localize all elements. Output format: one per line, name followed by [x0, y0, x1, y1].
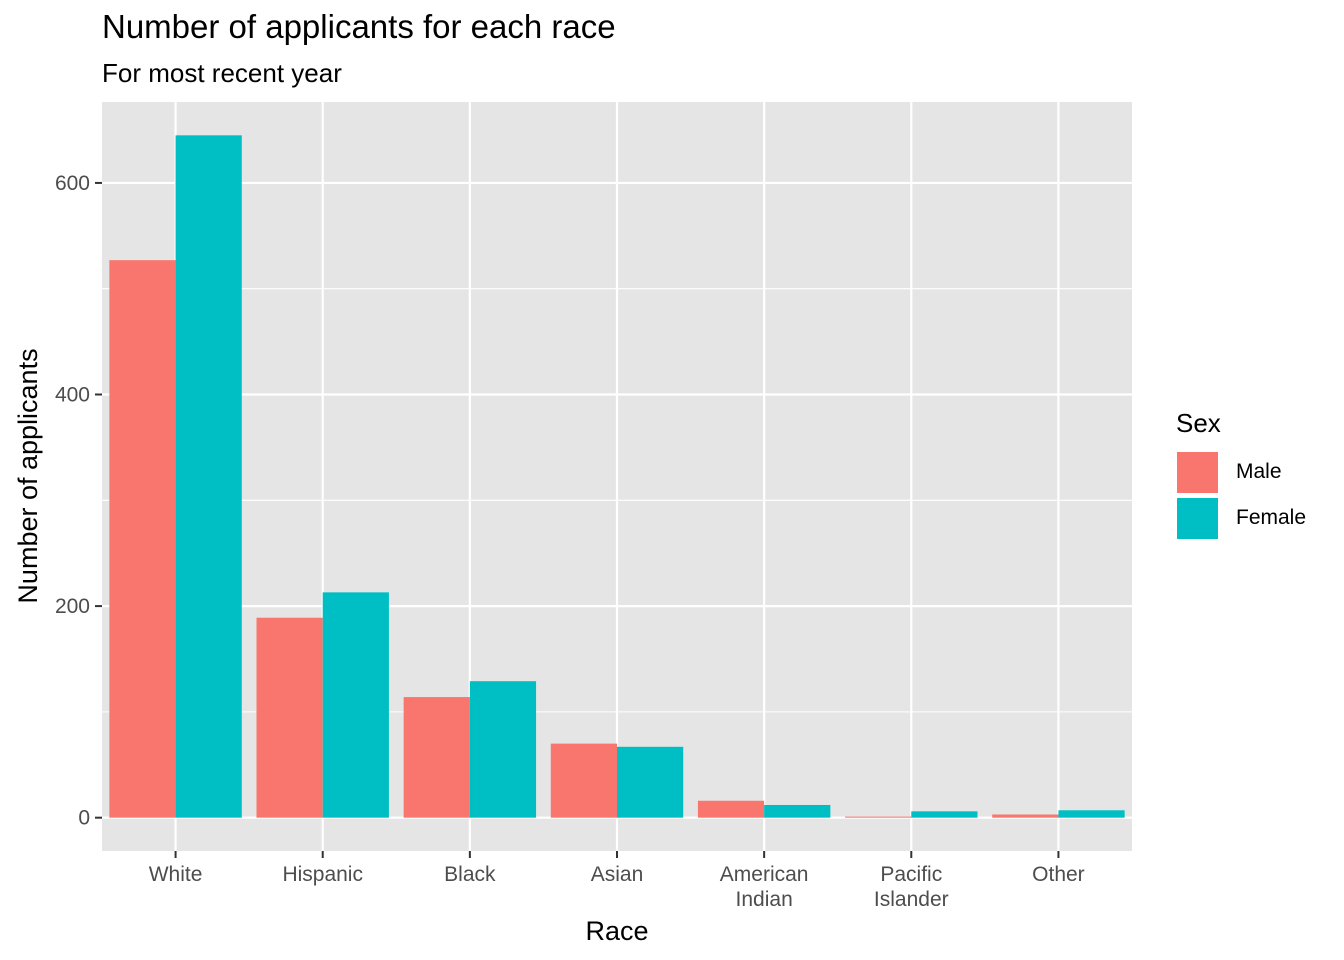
- bar-female: [322, 592, 389, 818]
- chart-title: Number of applicants for each race: [102, 8, 616, 45]
- bar-male: [256, 617, 323, 818]
- bar-male: [550, 743, 617, 818]
- bar-female: [1058, 810, 1125, 818]
- y-tick-label: 400: [55, 384, 90, 407]
- legend: Sex Male Female: [1176, 408, 1306, 541]
- bar-female: [469, 681, 537, 818]
- y-axis-title: Number of applicants: [13, 348, 43, 603]
- legend-item-female: Female: [1176, 495, 1306, 541]
- bar-female: [764, 804, 831, 818]
- x-tick-label: Black: [444, 863, 496, 886]
- x-tick-label: White: [149, 863, 203, 886]
- bar-female: [175, 135, 242, 818]
- legend-label-female: Female: [1236, 506, 1307, 529]
- bar-male: [992, 814, 1059, 818]
- x-tick-label: Pacific: [880, 863, 942, 886]
- y-tick-label: 200: [55, 595, 90, 618]
- x-tick-label: American: [720, 863, 809, 886]
- y-tick-label: 0: [78, 807, 90, 830]
- bars: [109, 135, 1125, 818]
- x-tick-label: Hispanic: [282, 863, 363, 886]
- legend-swatch-male: [1176, 450, 1219, 494]
- y-axis-ticks: 0 200 400 600: [55, 172, 102, 830]
- legend-swatch-female: [1176, 496, 1219, 540]
- bar-female: [911, 811, 978, 818]
- x-tick-label: Islander: [874, 888, 949, 911]
- bar-male: [697, 800, 765, 818]
- x-tick-label: Other: [1032, 863, 1085, 886]
- x-tick-label: Asian: [591, 863, 644, 886]
- x-axis-title: Race: [585, 916, 648, 946]
- bar-male: [845, 816, 912, 818]
- legend-label-male: Male: [1236, 460, 1282, 483]
- bar-male: [109, 260, 176, 818]
- bar-female: [617, 746, 684, 818]
- legend-title: Sex: [1176, 408, 1221, 438]
- y-tick-label: 600: [55, 172, 90, 195]
- x-tick-label: Indian: [736, 888, 793, 911]
- bar-male: [403, 697, 470, 818]
- legend-item-male: Male: [1176, 449, 1306, 495]
- chart-subtitle: For most recent year: [102, 58, 342, 88]
